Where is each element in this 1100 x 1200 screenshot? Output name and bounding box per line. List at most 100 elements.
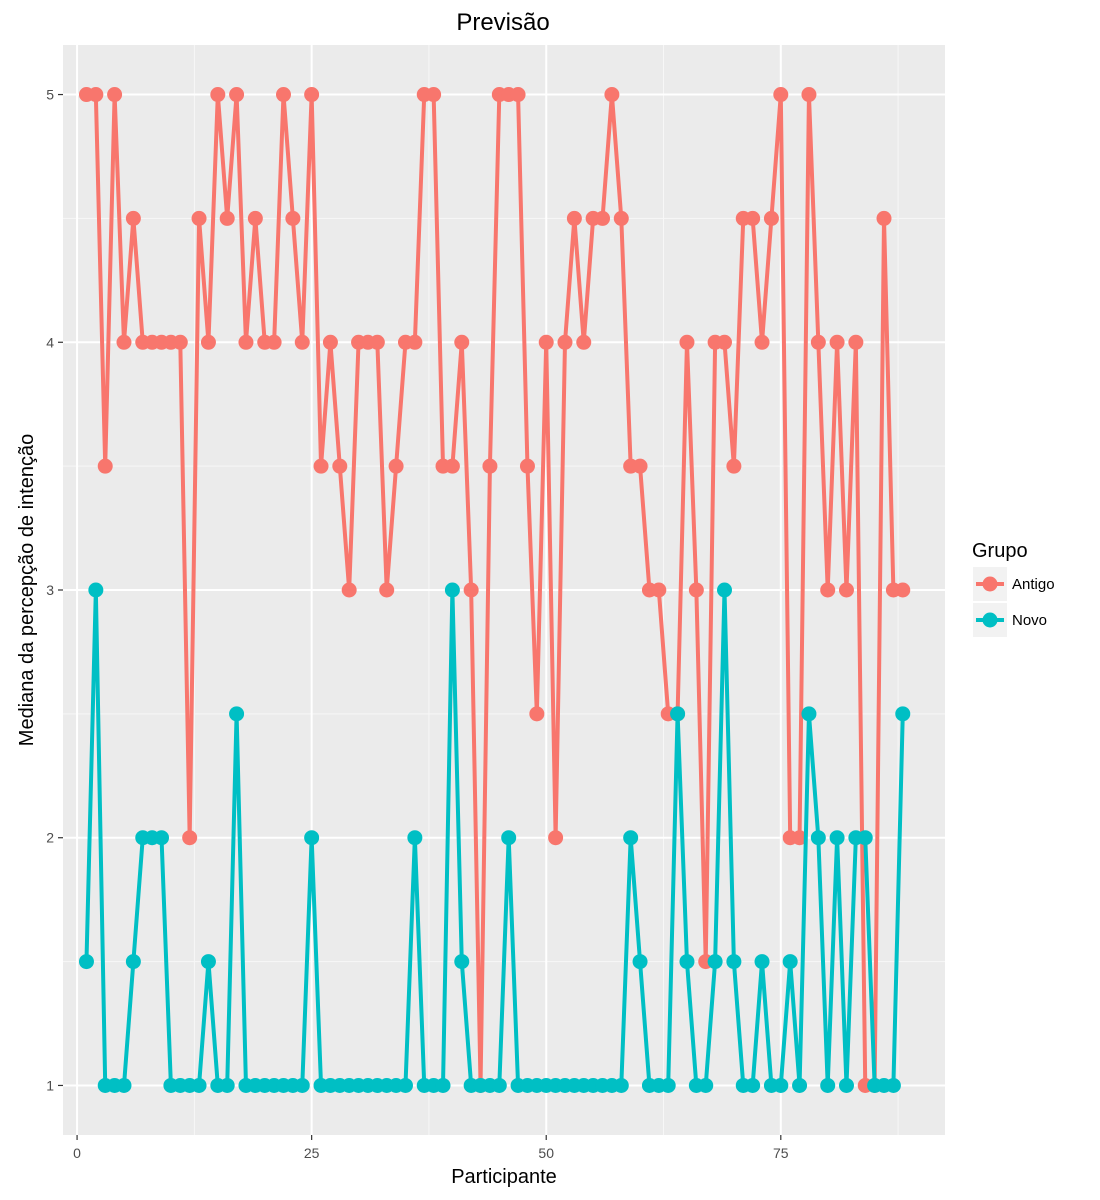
data-point-antigo	[651, 582, 667, 598]
data-point-antigo	[876, 210, 892, 226]
y-tick-label: 5	[46, 87, 54, 103]
data-point-antigo	[632, 458, 648, 474]
data-point-antigo	[726, 458, 742, 474]
data-point-antigo	[191, 210, 207, 226]
x-tick-label: 75	[773, 1145, 789, 1161]
data-point-novo	[895, 706, 911, 722]
data-point-antigo	[557, 334, 573, 350]
legend: Grupo Antigo Novo	[972, 540, 1055, 637]
data-point-antigo	[463, 582, 479, 598]
y-axis-label: Mediana da percepção de intenção	[16, 434, 38, 746]
data-point-antigo	[125, 210, 141, 226]
data-point-antigo	[519, 458, 535, 474]
data-point-novo	[632, 954, 648, 970]
y-tick-label: 4	[46, 334, 54, 350]
data-point-antigo	[820, 582, 836, 598]
data-point-antigo	[454, 334, 470, 350]
data-point-antigo	[688, 582, 704, 598]
data-point-antigo	[566, 210, 582, 226]
data-point-antigo	[182, 830, 198, 846]
data-point-antigo	[576, 334, 592, 350]
data-point-novo	[454, 954, 470, 970]
legend-label-novo: Novo	[1012, 612, 1047, 629]
data-point-antigo	[407, 334, 423, 350]
data-point-antigo	[238, 334, 254, 350]
data-point-antigo	[895, 582, 911, 598]
data-point-novo	[838, 1077, 854, 1093]
data-point-antigo	[341, 582, 357, 598]
data-point-novo	[829, 830, 845, 846]
data-point-novo	[670, 706, 686, 722]
data-point-antigo	[210, 87, 226, 103]
x-axis: 0 25 50 75	[73, 1135, 789, 1161]
data-point-antigo	[444, 458, 460, 474]
chart-title: Previsão	[456, 9, 549, 36]
data-point-novo	[792, 1077, 808, 1093]
data-point-antigo	[548, 830, 564, 846]
data-point-antigo	[97, 458, 113, 474]
data-point-novo	[229, 706, 245, 722]
y-tick-label: 2	[46, 830, 54, 846]
data-point-novo	[407, 830, 423, 846]
data-point-antigo	[745, 210, 761, 226]
data-point-antigo	[219, 210, 235, 226]
data-point-antigo	[613, 210, 629, 226]
y-tick-label: 1	[46, 1077, 54, 1093]
data-point-novo	[885, 1077, 901, 1093]
data-point-novo	[78, 954, 94, 970]
data-point-novo	[219, 1077, 235, 1093]
data-point-antigo	[595, 210, 611, 226]
data-point-antigo	[426, 87, 442, 103]
data-point-antigo	[792, 830, 808, 846]
x-tick-label: 0	[73, 1145, 81, 1161]
series-novo	[78, 582, 911, 1093]
data-point-novo	[88, 582, 104, 598]
data-point-antigo	[379, 582, 395, 598]
x-axis-label: Participante	[451, 1166, 557, 1188]
legend-key-point-antigo	[982, 576, 998, 592]
data-point-novo	[679, 954, 695, 970]
data-point-antigo	[266, 334, 282, 350]
data-point-novo	[754, 954, 770, 970]
data-point-novo	[435, 1077, 451, 1093]
data-point-novo	[660, 1077, 676, 1093]
data-point-antigo	[116, 334, 132, 350]
data-point-novo	[154, 830, 170, 846]
data-point-antigo	[388, 458, 404, 474]
legend-title: Grupo	[972, 540, 1028, 562]
data-point-antigo	[604, 87, 620, 103]
data-point-novo	[501, 830, 517, 846]
data-point-antigo	[773, 87, 789, 103]
data-point-antigo	[229, 87, 245, 103]
data-point-novo	[810, 830, 826, 846]
data-point-novo	[782, 954, 798, 970]
data-point-antigo	[276, 87, 291, 103]
x-tick-label: 25	[304, 1145, 320, 1161]
data-point-novo	[820, 1077, 836, 1093]
series-line-antigo	[86, 92, 903, 1088]
data-point-antigo	[313, 458, 329, 474]
data-point-antigo	[848, 334, 864, 350]
data-point-antigo	[304, 87, 320, 103]
data-point-antigo	[538, 334, 554, 350]
data-point-novo	[726, 954, 742, 970]
data-point-novo	[613, 1077, 629, 1093]
data-point-antigo	[285, 210, 301, 226]
data-point-novo	[294, 1077, 310, 1093]
data-point-antigo	[679, 334, 695, 350]
data-point-antigo	[172, 334, 188, 350]
data-point-novo	[304, 830, 320, 846]
data-point-antigo	[829, 334, 845, 350]
data-point-antigo	[763, 210, 779, 226]
data-point-antigo	[107, 87, 123, 103]
data-point-antigo	[838, 582, 854, 598]
data-point-antigo	[332, 458, 348, 474]
data-point-antigo	[322, 334, 338, 350]
data-point-antigo	[200, 334, 216, 350]
data-point-novo	[623, 830, 639, 846]
series-layer	[78, 87, 911, 1093]
data-point-novo	[200, 954, 216, 970]
data-point-novo	[698, 1077, 714, 1093]
y-tick-label: 3	[46, 582, 54, 598]
